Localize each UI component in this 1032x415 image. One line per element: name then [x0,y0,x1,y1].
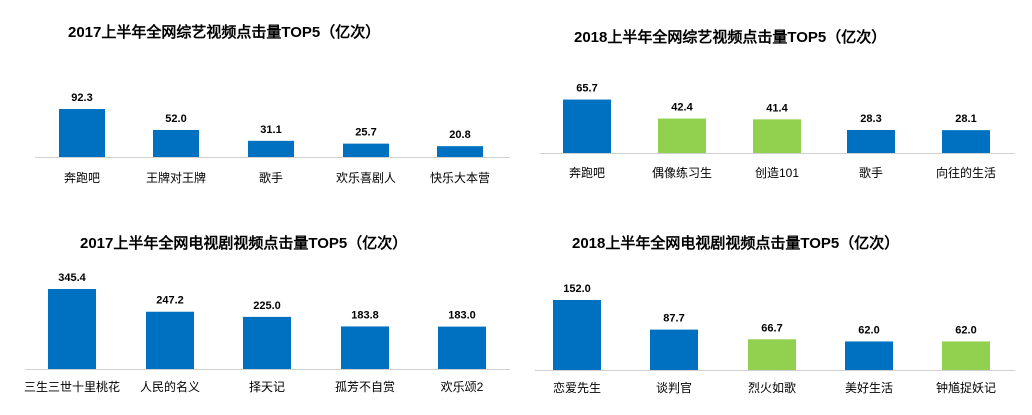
bar-1 [48,289,96,369]
data-label-3: 41.4 [766,102,788,114]
chart-title: 2017上半年全网综艺视频点击量TOP5（亿次） [68,24,381,41]
data-label-2: 247.2 [156,295,184,307]
bar-3 [248,140,294,157]
bar-1 [553,300,601,370]
category-label-3: 烈火如歌 [748,380,796,395]
data-label-3: 225.0 [253,300,281,312]
bar-5 [437,146,483,157]
bar-4 [343,143,389,157]
chart-title: 2018上半年全网综艺视频点击量TOP5（亿次） [574,29,887,46]
data-label-3: 31.1 [260,124,281,136]
bar-3 [748,339,796,370]
data-label-5: 20.8 [449,129,470,141]
category-label-1: 三生三世十里桃花 [24,379,120,394]
bar-3 [753,119,801,153]
data-label-4: 28.3 [860,113,881,125]
bar-5 [942,341,990,370]
bar-2 [650,329,698,370]
bar-5 [438,326,486,369]
bar-1 [59,109,105,157]
data-label-1: 345.4 [58,272,86,284]
bar-3 [243,316,291,369]
category-label-3: 创造101 [755,166,799,180]
category-label-2: 谈判官 [656,380,692,395]
category-label-5: 向往的生活 [936,165,996,180]
category-label-4: 欢乐喜剧人 [336,170,396,185]
data-label-2: 42.4 [671,102,693,114]
category-label-5: 快乐大本营 [430,171,490,185]
category-label-2: 人民的名义 [140,379,200,394]
data-label-1: 65.7 [576,83,597,95]
data-label-5: 28.1 [955,113,976,125]
bar-2 [146,311,194,369]
bar-5 [942,130,990,153]
bar-4 [847,129,895,153]
data-label-4: 62.0 [858,324,879,336]
category-label-2: 偶像练习生 [652,165,712,180]
bar-1 [563,99,611,153]
data-label-5: 183.0 [448,310,476,322]
data-label-2: 52.0 [165,113,186,125]
chart-title: 2018上半年全网电视剧视频点击量TOP5（亿次） [572,235,900,252]
category-label-1: 奔跑吧 [569,166,605,180]
data-label-2: 87.7 [663,313,684,325]
chart-title: 2017上半年全网电视剧视频点击量TOP5（亿次） [80,235,408,252]
category-label-2: 王牌对王牌 [146,171,206,185]
data-label-1: 92.3 [71,92,92,104]
category-label-3: 择天记 [249,380,285,394]
data-label-5: 62.0 [955,324,976,336]
bar-2 [658,118,706,153]
bar-4 [845,341,893,370]
bar-2 [153,129,199,157]
data-label-1: 152.0 [563,283,591,295]
data-label-4: 183.8 [351,309,379,321]
category-label-5: 钟馗捉妖记 [936,380,996,395]
category-label-4: 美好生活 [845,381,893,395]
category-label-4: 孤芳不自赏 [335,380,395,394]
data-label-4: 25.7 [355,127,376,139]
category-label-4: 歌手 [859,165,883,180]
category-label-3: 歌手 [259,170,283,185]
bar-4 [341,326,389,369]
category-label-1: 恋爱先生 [553,380,601,395]
category-label-1: 奔跑吧 [64,171,100,185]
data-label-3: 66.7 [761,322,782,334]
category-label-5: 欢乐颂2 [441,379,484,394]
